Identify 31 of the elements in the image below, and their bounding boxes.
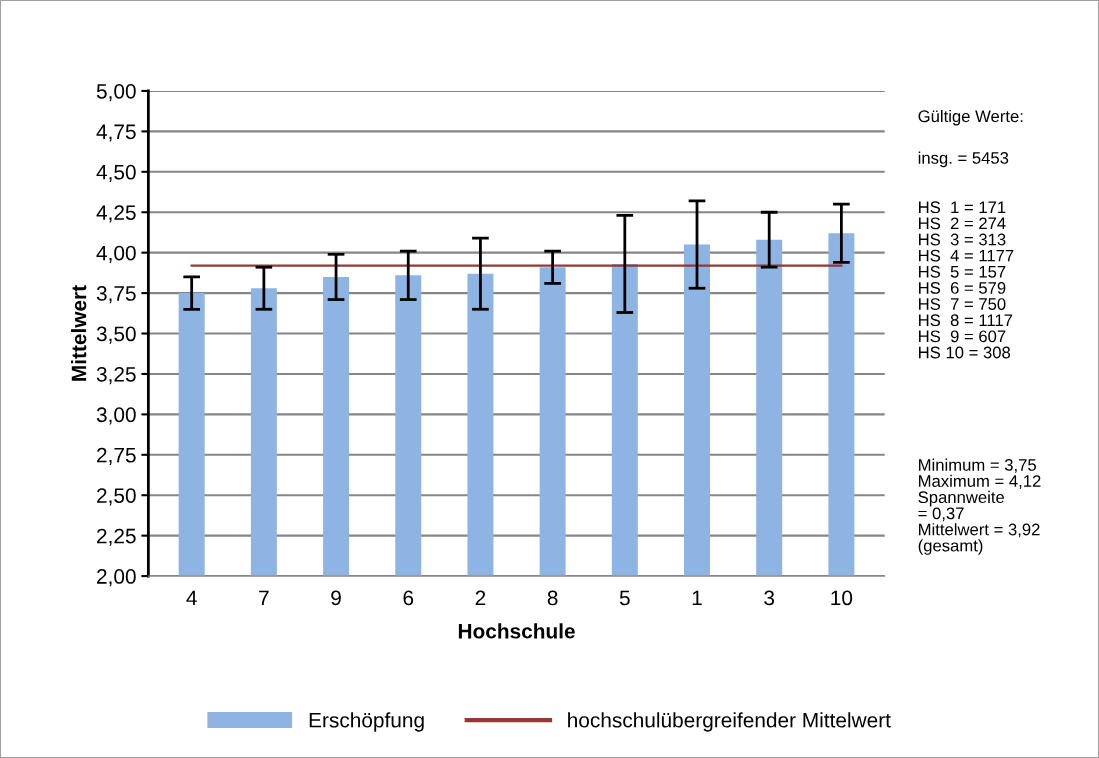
y-tick-label: 2,75 <box>97 447 136 466</box>
y-tick-label: 2,00 <box>97 569 136 587</box>
x-tick-label: 7 <box>259 590 269 606</box>
y-tick-label: 4,25 <box>96 205 136 223</box>
legend-label: hochschulübergreifender Mittelwert <box>568 712 891 732</box>
y-tick-label: 3,50 <box>96 326 136 344</box>
x-tick-label: 2 <box>475 590 486 606</box>
x-tick-label: 4 <box>186 590 197 606</box>
x-tick-label: 9 <box>331 590 341 606</box>
x-tick-label: 10 <box>831 590 853 606</box>
y-tick-label: 2,50 <box>97 488 136 506</box>
y-tick-label: 4,75 <box>96 124 136 142</box>
text: Gültige Werte: <box>918 109 1023 126</box>
x-axis-title: Hochschule <box>458 623 575 639</box>
y-tick-label: 2,25 <box>97 528 136 546</box>
y-tick-label: 3,25 <box>96 366 136 385</box>
text: insg. = 5453 <box>918 151 1009 168</box>
y-tick-label: 5,00 <box>96 83 136 102</box>
x-tick-label: 1 <box>692 590 702 606</box>
x-tick-label: 6 <box>403 590 414 606</box>
y-tick-label: 4,00 <box>96 245 136 263</box>
y-tick-label: 4,50 <box>96 164 136 183</box>
text: HS 1 = 171 HS 2 = 274 HS 3 = 313 HS 4 = 1177 HS 5 = 157 HS 6 = 579 HS 7 = 750 HS 8 = 1117 HS 9 = 607 HS 10 = 308 <box>919 201 1014 359</box>
x-tick-label: 3 <box>764 590 775 606</box>
y-axis-title: Mittelwert <box>71 285 87 381</box>
y-tick-label: 3,00 <box>96 407 136 425</box>
x-tick-label: 5 <box>619 590 630 606</box>
y-tick-label: 3,75 <box>96 286 136 304</box>
x-tick-label: 8 <box>547 590 558 606</box>
legend-label: Erschöpfung <box>309 712 424 732</box>
text: Minimum = 3,75 Maximum = 4,12 Spannweite = 0,37 Mittelwert = 3,92 (gesamt) <box>918 458 1041 555</box>
